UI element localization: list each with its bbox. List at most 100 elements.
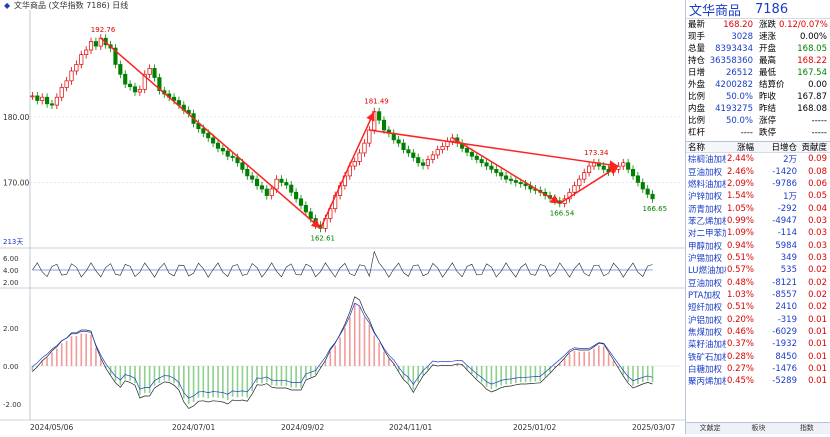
candle-body xyxy=(250,175,255,180)
component-oi-change: 349 xyxy=(780,252,797,263)
component-change: 0.51% xyxy=(726,302,754,313)
candle-body xyxy=(230,155,235,158)
candle-body xyxy=(508,178,514,181)
quote-label: 日增 xyxy=(688,68,706,78)
price-annotation: 166.65 xyxy=(643,205,668,213)
component-contribution: 0.01 xyxy=(808,364,827,375)
component-name: 棕榈油加权 xyxy=(688,155,726,166)
quote-label: 最高 xyxy=(759,56,777,66)
tab-2[interactable]: 指数 xyxy=(799,424,814,432)
component-change: 2.46% xyxy=(726,166,754,177)
candle-body xyxy=(577,178,582,187)
component-row[interactable]: 棕榈油加权2.44% 2万 0.09 xyxy=(686,153,830,165)
quote-side-panel: 文华商品 7186 最新 168.20 涨跌 0.12/0.07% 现手 3028 速涨 0.… xyxy=(685,0,830,434)
trend-arrow xyxy=(559,165,619,205)
candle-body xyxy=(499,172,504,177)
candle-body xyxy=(152,68,157,78)
candle-body xyxy=(626,162,631,170)
component-oi-change: -6029 xyxy=(772,326,797,337)
component-contribution: 0.02 xyxy=(808,302,827,313)
quote-label: 开盘 xyxy=(759,44,777,54)
candle-body xyxy=(474,155,479,160)
component-name: 甲醇加权 xyxy=(688,241,723,252)
col-header-oi-change[interactable]: 日增仓 xyxy=(771,143,797,153)
component-change: 0.94% xyxy=(726,240,754,251)
component-row[interactable]: 沪铝加权 0.20% -319 0.01 xyxy=(686,313,830,326)
component-name: 菜籽油加权 xyxy=(688,340,726,351)
component-row[interactable]: 豆油加权 2.46% -1420 0.08 xyxy=(686,165,830,178)
kline-chart[interactable]: ◆ 文华商品 (文华指数 7186) 日线 180.00 170.00 192.76 16… xyxy=(0,0,685,434)
tab-0[interactable]: 文献定 xyxy=(699,424,721,432)
tab-1[interactable]: 板块 xyxy=(751,424,766,432)
chart-area[interactable]: ◆ 文华商品 (文华指数 7186) 日线 180.00 170.00 192.76 16… xyxy=(0,0,685,434)
quote-value: 26512 xyxy=(725,68,753,78)
col-header-name[interactable]: 名称 xyxy=(688,143,706,153)
candle-body xyxy=(254,178,260,187)
component-row[interactable]: 短纤加权 0.51% 2410 0.02 xyxy=(686,301,830,313)
component-row[interactable]: 燃料油加权2.09% -9786 0.06 xyxy=(686,178,830,190)
component-row[interactable]: PTA加权 1.03% -8557 0.02 xyxy=(686,289,830,301)
col-header-contribution[interactable]: 贡献度 xyxy=(801,143,827,153)
quote-value: ----- xyxy=(811,116,827,126)
quote-value: ----- xyxy=(811,128,827,138)
quote-label: 跌停 xyxy=(759,128,777,138)
macd-tick-label: 0.00 xyxy=(3,363,19,371)
component-row[interactable]: 焦煤加权 0.46% -6029 0.01 xyxy=(686,326,830,338)
component-row[interactable]: 豆油加权 0.48% -8121 0.02 xyxy=(686,276,830,289)
component-name: 聚丙烯加权 xyxy=(688,377,726,388)
candle-body xyxy=(294,191,299,200)
price-annotation: 192.76 xyxy=(91,26,116,34)
component-row[interactable]: LU燃油加权0.57% 535 0.02 xyxy=(686,264,830,276)
component-row[interactable]: 铁矿石加权0.28% 8450 0.01 xyxy=(686,351,830,363)
candle-body xyxy=(279,178,284,183)
candle-body xyxy=(362,142,367,154)
component-contribution: 0.02 xyxy=(808,265,827,276)
component-oi-change: -8121 xyxy=(772,277,797,288)
component-contribution: 0.03 xyxy=(808,252,827,263)
component-row[interactable]: 沪锌加权 1.54% 1万 0.05 xyxy=(686,190,830,202)
component-row[interactable]: 白糖加权 0.27% -1476 0.01 xyxy=(686,363,830,375)
quote-row: 持仓 36358360 最高 168.22 xyxy=(686,55,830,67)
candle-body xyxy=(381,119,387,131)
quote-label: 结算价 xyxy=(759,80,785,90)
quote-row: 内盘 4193275 昨结 168.08 xyxy=(686,103,830,115)
component-change: 0.28% xyxy=(726,351,754,362)
quote-value: 168.08 xyxy=(797,104,827,114)
candle-body xyxy=(469,151,474,157)
component-row[interactable]: 苯乙烯加权0.99% -4947 0.03 xyxy=(686,215,830,227)
volume-line xyxy=(32,250,653,278)
component-row[interactable]: 对二甲苯加权1.09% -114 0.03 xyxy=(686,227,830,239)
candle-body xyxy=(49,103,55,106)
component-name: LU燃油加权 xyxy=(688,266,726,277)
macd-dif-line xyxy=(32,296,653,409)
col-header-change[interactable]: 涨幅 xyxy=(736,143,754,153)
candle-body xyxy=(113,47,118,65)
component-change: 0.45% xyxy=(726,376,754,387)
quote-label: 昨收 xyxy=(759,92,777,102)
component-oi-change: -1420 xyxy=(772,166,797,177)
component-name: 苯乙烯加权 xyxy=(688,216,726,227)
macd-dea-line xyxy=(32,302,653,399)
component-row[interactable]: 甲醇加权 0.94% 5984 0.03 xyxy=(686,239,830,252)
candle-body xyxy=(645,188,650,195)
component-oi-change: 8450 xyxy=(775,351,797,362)
candle-body xyxy=(157,77,162,92)
quote-value: 168.22 xyxy=(797,56,827,66)
candle-body xyxy=(142,73,147,90)
quote-value: 167.54 xyxy=(797,68,827,78)
candle-body xyxy=(118,64,123,75)
quote-row: 比例 50.0% 涨停 ----- xyxy=(686,115,830,127)
candle-body xyxy=(406,149,411,154)
quote-row: 最新 168.20 涨跌 0.12/0.07% xyxy=(686,19,830,31)
component-row[interactable]: 沥青加权 1.05% -292 0.04 xyxy=(686,202,830,215)
component-row[interactable]: 聚丙烯加权0.45% -5289 0.01 xyxy=(686,375,830,387)
candle-body xyxy=(464,148,470,153)
trend-arrow xyxy=(100,37,322,229)
macd-tick-label: 2.00 xyxy=(3,325,19,333)
component-row[interactable]: 沪锡加权 0.51% 349 0.03 xyxy=(686,252,830,264)
candle-body xyxy=(396,139,401,144)
candle-body xyxy=(93,41,98,47)
candle-body xyxy=(308,211,313,219)
candle-body xyxy=(235,157,240,164)
component-row[interactable]: 菜籽油加权0.37% -1932 0.01 xyxy=(686,338,830,350)
